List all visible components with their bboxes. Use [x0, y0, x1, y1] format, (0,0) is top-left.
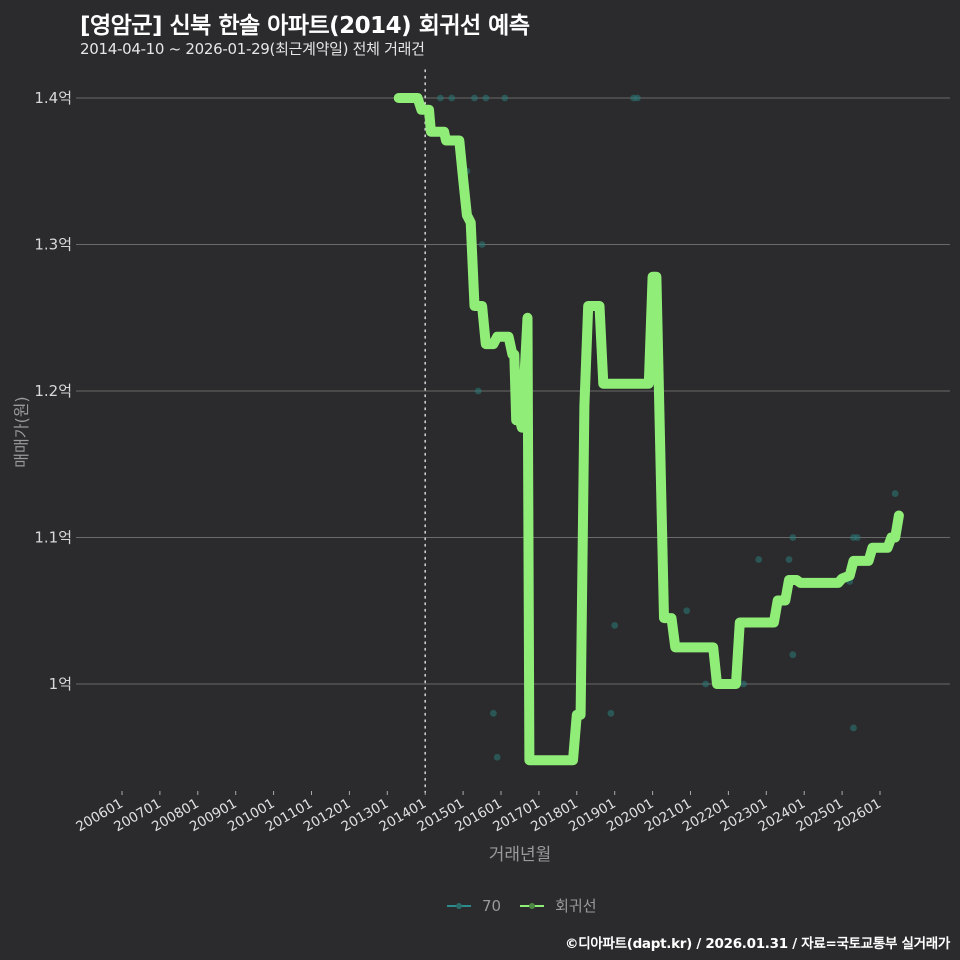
chart-title: [영암군] 신북 한솔 아파트(2014) 회귀선 예측: [80, 13, 530, 39]
scatter-point: [755, 556, 763, 563]
y-tick-label: 1.2억: [34, 382, 72, 400]
scatter-point: [436, 94, 444, 102]
y-tick-label: 1.4억: [34, 89, 72, 107]
scatter-point: [789, 534, 797, 541]
scatter-point: [493, 753, 501, 761]
legend-label-regression: 회귀선: [555, 897, 597, 915]
scatter-point: [740, 680, 747, 688]
scatter-point: [490, 709, 497, 717]
y-tick-label: 1.1억: [34, 529, 72, 547]
scatter-point: [607, 709, 615, 717]
legend: 70 회귀선: [446, 895, 609, 916]
scatter-point: [501, 94, 509, 102]
scatter-point: [891, 490, 899, 497]
y-tick-label: 1억: [49, 675, 72, 693]
chart-subtitle: 2014-04-10 ~ 2026-01-29(최근계약일) 전체 거래건: [80, 40, 425, 58]
legend-label-scatter: 70: [482, 896, 502, 915]
scatter-point: [611, 622, 619, 629]
y-axis-title: 매매가(원): [12, 396, 31, 468]
scatter-point: [789, 651, 797, 659]
scatter-point: [683, 607, 691, 615]
scatter-point: [785, 556, 793, 563]
y-tick-label: 1.3억: [34, 236, 72, 254]
regression-line: [393, 93, 904, 766]
scatter-point: [448, 94, 456, 102]
scatter-point: [482, 94, 490, 102]
legend-key-scatter-icon: [446, 899, 472, 913]
scatter-point: [471, 94, 478, 102]
scatter-point: [853, 534, 861, 541]
legend-key-regression-icon: [519, 899, 545, 913]
scatter-point: [634, 94, 641, 102]
scatter-point: [702, 680, 710, 688]
x-axis-title: 거래년월: [488, 845, 552, 865]
scatter-point: [474, 387, 482, 395]
scatter-point: [850, 724, 857, 732]
scatter-point: [478, 241, 486, 248]
footer-credit: ©디아파트(dapt.kr) / 2026.01.31 / 자료=국토교통부 실…: [565, 936, 950, 952]
